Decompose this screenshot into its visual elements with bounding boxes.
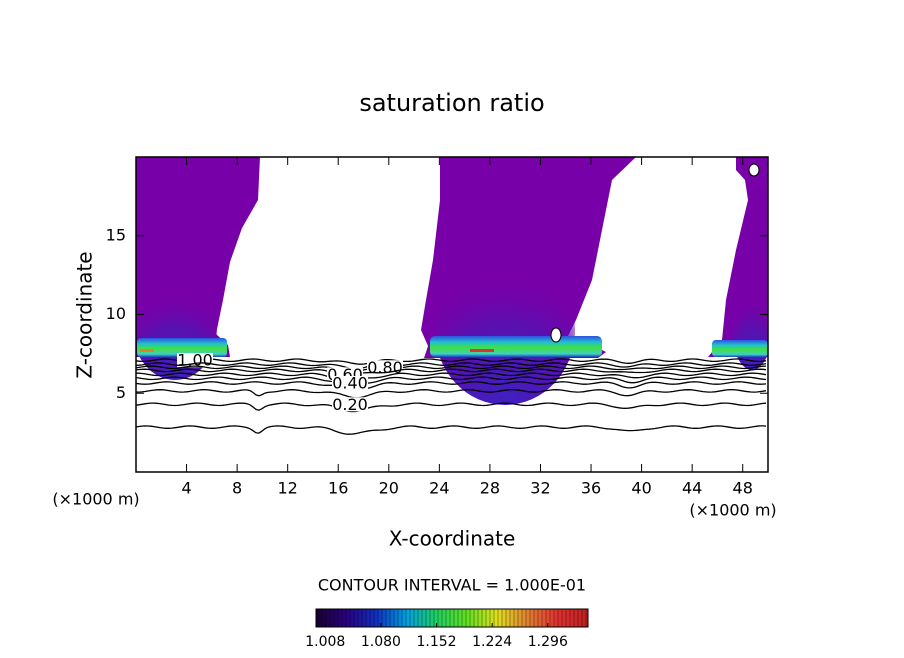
contour-line — [135, 376, 767, 384]
x-tick-label: 20 — [379, 479, 399, 498]
y-tick-label: 15 — [106, 225, 126, 244]
fields — [136, 157, 768, 405]
colorbar-label: 1.080 — [361, 634, 401, 650]
colorbar-label: 1.152 — [416, 634, 456, 650]
x-tick-label: 24 — [429, 479, 449, 498]
x-tick-label: 32 — [530, 479, 550, 498]
contour-line — [135, 362, 767, 370]
contour-line — [136, 372, 767, 380]
x-unit: (×1000 m) — [689, 501, 776, 520]
contour-label: 0.40 — [332, 374, 368, 393]
x-axis-label: X-coordinate — [389, 527, 516, 551]
x-tick-label: 28 — [480, 479, 500, 498]
band — [137, 338, 227, 357]
colorbar-label: 1.296 — [528, 634, 568, 650]
contour-label: 0.80 — [367, 358, 403, 377]
chart-title: saturation ratio — [359, 89, 544, 117]
contour-interval: CONTOUR INTERVAL = 1.000E-01 — [318, 576, 586, 595]
x-tick-label: 44 — [682, 479, 702, 498]
colorbar-label: 1.008 — [305, 634, 345, 650]
contour-label-bg — [177, 353, 213, 368]
colorbar-label: 1.224 — [472, 634, 512, 650]
contour-line — [135, 389, 767, 399]
x-unit: (×1000 m) — [52, 490, 139, 509]
band — [430, 336, 602, 357]
contour-line — [135, 368, 767, 376]
hole — [748, 163, 760, 177]
band — [712, 340, 768, 357]
x-tick-label: 36 — [581, 479, 601, 498]
y-axis-label: Z-coordinate — [73, 251, 97, 378]
y-tick-label: 5 — [116, 383, 126, 402]
x-tick-label: 4 — [181, 479, 191, 498]
contour-label-bg — [332, 397, 368, 412]
band-peak — [140, 349, 154, 352]
contour-label-bg — [332, 376, 368, 391]
shade — [732, 290, 768, 370]
contour-label: 0.20 — [332, 395, 368, 414]
contour-line — [135, 365, 767, 373]
colorbar — [315, 608, 589, 628]
y-tick-label: 10 — [106, 304, 126, 323]
x-tick-label: 16 — [328, 479, 348, 498]
hole — [550, 327, 562, 343]
contour-line — [135, 358, 767, 365]
x-tick-label: 8 — [232, 479, 242, 498]
x-tick-label: 48 — [733, 479, 753, 498]
contour-line — [135, 381, 767, 390]
band-peak — [470, 349, 494, 352]
contour-line — [135, 402, 767, 413]
x-tick-label: 12 — [278, 479, 298, 498]
x-tick-label: 40 — [631, 479, 651, 498]
contour-line — [135, 425, 767, 435]
